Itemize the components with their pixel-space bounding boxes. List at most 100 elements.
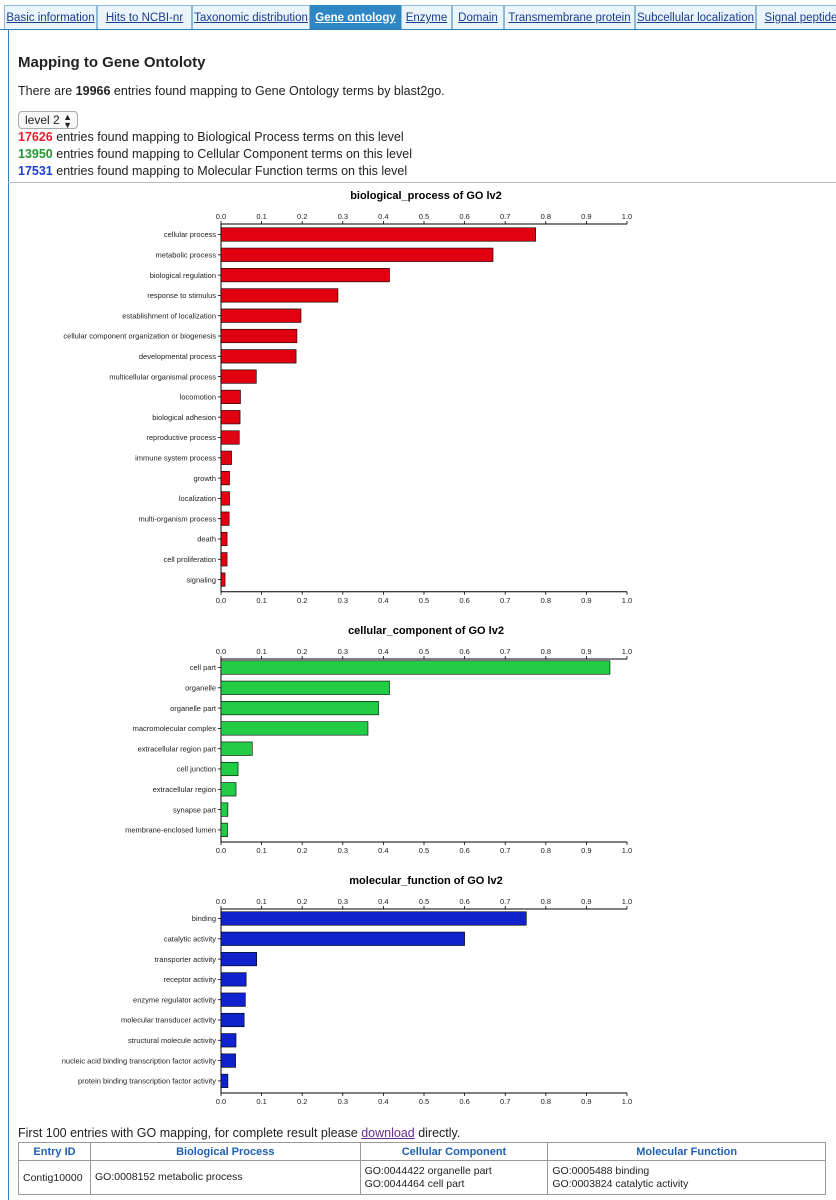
cell-entry-id: Contig10000 [18, 1160, 91, 1195]
summary-suffix: entries found mapping to Gene Ontology t… [110, 84, 445, 98]
category-label: locomotion [180, 393, 216, 402]
bar [220, 471, 230, 486]
category-label: biological regulation [150, 271, 216, 280]
tab-enzyme[interactable]: Enzyme [401, 5, 452, 29]
bar [220, 308, 302, 323]
stat-biological-process: 17626 entries found mapping to Biologica… [18, 130, 404, 144]
bottom-tick-label: 0.4 [378, 1097, 388, 1106]
category-label: binding [192, 914, 216, 923]
bar [220, 531, 228, 547]
download-link[interactable]: download [361, 1126, 415, 1140]
bottom-tick-label: 0.2 [297, 846, 307, 855]
bottom-tick-label: 0.9 [581, 596, 591, 605]
select-arrows-icon: ▲ ▼ [63, 112, 72, 130]
go-charts: biological_process of GO lv2 0.0 0.0 0.1 0.1… [62, 190, 632, 1106]
bar [220, 822, 228, 837]
top-tick-label: 0.0 [216, 897, 226, 906]
bottom-tick-label: 0.6 [459, 596, 469, 605]
top-tick-label: 0.0 [216, 647, 226, 656]
bottom-tick-label: 0.6 [459, 846, 469, 855]
bar [220, 328, 298, 344]
bar [220, 701, 379, 716]
chart-title: cellular_component of GO lv2 [348, 625, 504, 637]
tab-gene-ontology[interactable]: Gene ontology [310, 5, 401, 29]
col-biological-process[interactable]: Biological Process [89, 1142, 361, 1161]
top-tick-label: 1.0 [622, 897, 632, 906]
bottom-tick-label: 1.0 [622, 846, 632, 855]
top-tick-label: 1.0 [622, 212, 632, 221]
top-tick-label: 0.7 [500, 897, 510, 906]
top-tick-label: 0.1 [256, 647, 266, 656]
bottom-tick-label: 0.6 [459, 1097, 469, 1106]
category-label: cell part [190, 663, 217, 672]
bottom-tick-label: 0.0 [216, 846, 226, 855]
tab-hits-to-ncbi-nr[interactable]: Hits to NCBI-nr [97, 5, 192, 29]
bottom-tick-label: 1.0 [622, 1097, 632, 1106]
bar [220, 952, 258, 967]
bar [220, 741, 253, 756]
stat-cellular-component: 13950 entries found mapping to Cellular … [18, 147, 412, 161]
tab-basic-information[interactable]: Basic information [4, 5, 97, 29]
top-tick-label: 0.7 [500, 647, 510, 656]
top-tick-label: 0.5 [419, 647, 429, 656]
bar [220, 288, 339, 303]
chart-title: molecular_function of GO lv2 [349, 875, 502, 887]
top-tick-label: 0.1 [256, 897, 266, 906]
bar [220, 931, 465, 946]
tab-taxonomic-distribution[interactable]: Taxonomic distribution [192, 5, 310, 29]
top-tick-label: 0.4 [378, 647, 388, 656]
tab-transmembrane-protein[interactable]: Transmembrane protein [504, 5, 635, 29]
go-term: GO:0044464 cell part [364, 1177, 465, 1190]
page-title: Mapping to Gene Ontoloty [18, 54, 206, 71]
stat-text: entries found mapping to Molecular Funct… [52, 164, 408, 178]
top-tick-label: 0.2 [297, 212, 307, 221]
bar [220, 227, 536, 242]
bottom-tick-label: 0.8 [541, 1097, 551, 1106]
col-entry-id[interactable]: Entry ID [18, 1142, 91, 1161]
go-term: GO:0044422 organelle part [364, 1164, 492, 1177]
top-tick-label: 0.3 [338, 212, 348, 221]
bottom-tick-label: 0.4 [378, 596, 388, 605]
top-tick-label: 0.2 [297, 647, 307, 656]
cell-mf: GO:0005488 binding GO:0003824 catalytic a… [547, 1160, 826, 1195]
bottom-tick-label: 0.7 [500, 596, 510, 605]
bottom-tick-label: 0.1 [256, 846, 266, 855]
bar [220, 572, 226, 587]
top-tick-label: 0.8 [541, 647, 551, 656]
top-tick-label: 0.7 [500, 212, 510, 221]
stat-text: entries found mapping to Biological Proc… [52, 130, 404, 144]
category-label: cell proliferation [163, 555, 216, 564]
stat-count: 17531 [18, 164, 53, 178]
bottom-tick-label: 0.7 [500, 846, 510, 855]
go-term: GO:0008152 metabolic process [94, 1171, 243, 1183]
top-tick-label: 0.8 [541, 212, 551, 221]
divider [8, 182, 836, 183]
bar [220, 1073, 229, 1088]
bottom-tick-label: 0.0 [216, 1097, 226, 1106]
category-label: signaling [186, 575, 216, 584]
go-term: GO:0005488 binding [552, 1164, 650, 1177]
col-molecular-function[interactable]: Molecular Function [547, 1142, 826, 1161]
top-tick-label: 0.9 [581, 647, 591, 656]
bar [220, 721, 369, 736]
bar [220, 369, 257, 384]
category-label: organelle part [170, 704, 217, 713]
tab-domain[interactable]: Domain [452, 5, 504, 29]
tab-subcellular-localization[interactable]: Subcellular localization [635, 5, 756, 29]
caption-suffix: directly. [414, 1126, 461, 1140]
col-cellular-component[interactable]: Cellular Component [359, 1142, 549, 1161]
top-tick-label: 0.4 [378, 212, 388, 221]
category-label: multicellular organismal process [109, 372, 216, 381]
level-select[interactable]: level 2 ▲ ▼ [18, 111, 78, 130]
bar [220, 1053, 236, 1068]
category-label: reproductive process [146, 433, 216, 442]
bar [220, 802, 229, 817]
category-label: metabolic process [156, 251, 217, 260]
bar [220, 782, 237, 797]
category-label: extracellular region [153, 785, 216, 794]
caption-prefix: First 100 entries with GO mapping, for c… [18, 1126, 362, 1140]
top-tick-label: 0.3 [338, 647, 348, 656]
tab-signal-peptide[interactable]: Signal peptide [756, 5, 836, 29]
top-tick-label: 0.3 [338, 897, 348, 906]
top-tick-label: 0.0 [216, 212, 226, 221]
